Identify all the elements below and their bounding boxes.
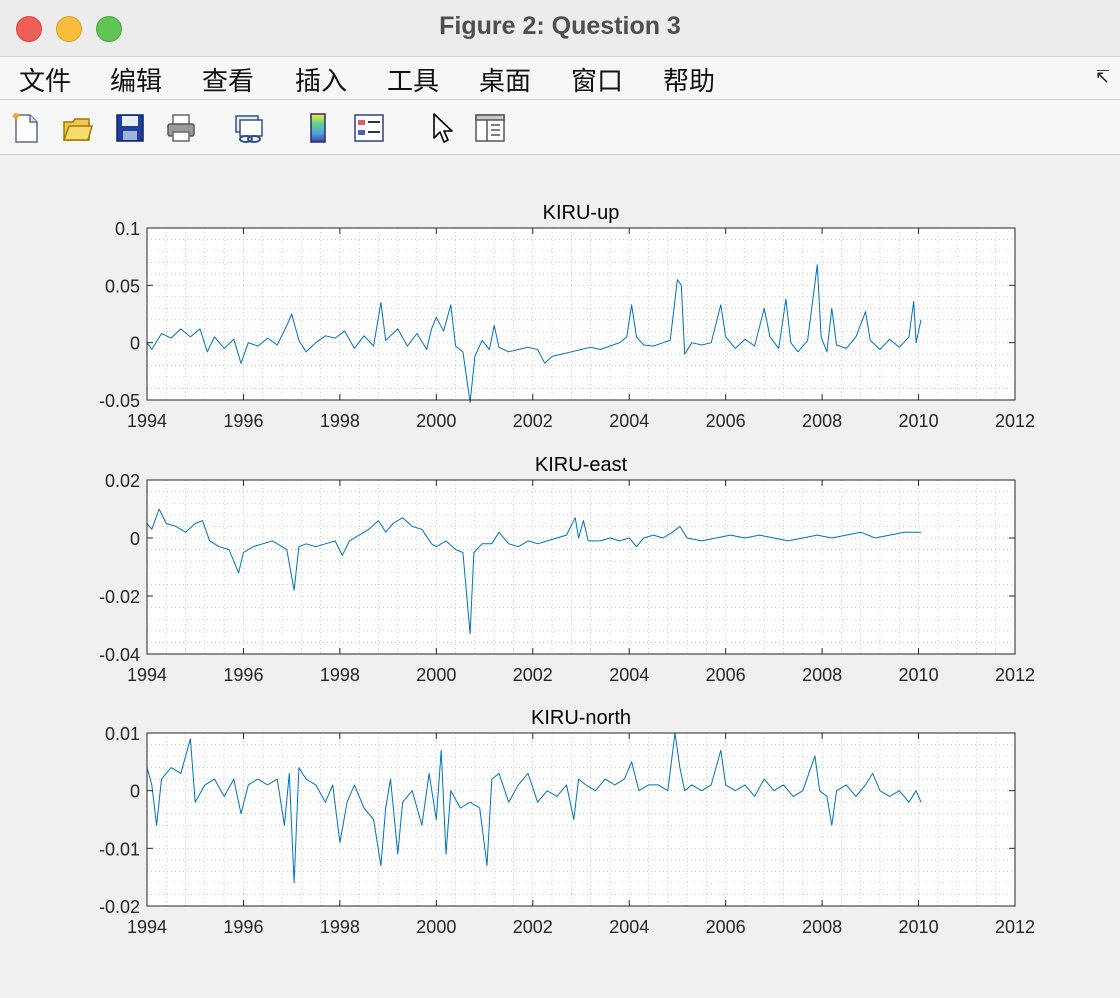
- save-icon[interactable]: [114, 112, 146, 144]
- minimize-window-button[interactable]: [56, 16, 82, 42]
- y-tick-label: -0.04: [99, 645, 140, 665]
- menu-view[interactable]: 查看: [202, 67, 255, 97]
- menu-file[interactable]: 文件: [19, 67, 72, 97]
- axes-title: KIRU-up: [543, 202, 620, 224]
- dock-arrow-icon[interactable]: ↸: [1094, 67, 1110, 87]
- x-tick-label: 1998: [320, 917, 360, 937]
- x-tick-label: 2008: [802, 411, 842, 431]
- x-tick-label: 2004: [609, 411, 649, 431]
- x-tick-label: 2006: [706, 917, 746, 937]
- axes-box: [146, 227, 1016, 401]
- axes-background: [147, 228, 1015, 400]
- link-plot-icon[interactable]: [232, 112, 264, 144]
- x-tick-label: 2006: [706, 665, 746, 685]
- x-tick-label: 2008: [802, 665, 842, 685]
- x-tick-label: 2010: [899, 411, 939, 431]
- x-tick-label: 2012: [995, 411, 1035, 431]
- x-tick-label: 2002: [513, 411, 553, 431]
- x-tick-label: 2012: [995, 665, 1035, 685]
- print-icon[interactable]: [165, 112, 197, 144]
- menu-insert[interactable]: 插入: [295, 67, 348, 97]
- x-tick-label: 2008: [802, 917, 842, 937]
- legend-icon[interactable]: [353, 112, 385, 144]
- menu-bar: 文件 编辑 查看 插入 工具 桌面 窗口 帮助 ↸: [0, 57, 1120, 100]
- axes-3[interactable]: 1994 1996 1998 2000 2002 2004 2006 2008 2010 2012…: [99, 707, 1035, 937]
- axes-title: KIRU-east: [535, 454, 628, 476]
- y-tick-label: 0.05: [105, 276, 140, 296]
- x-tick-label: 2004: [609, 917, 649, 937]
- x-tick-label: 1996: [223, 411, 263, 431]
- close-window-button[interactable]: [16, 16, 42, 42]
- x-tick-label: 2002: [513, 917, 553, 937]
- menu-window[interactable]: 窗口: [571, 67, 624, 97]
- x-tick-label: 1994: [127, 411, 167, 431]
- x-tick-label: 1998: [320, 411, 360, 431]
- y-tick-label: -0.02: [99, 897, 140, 917]
- x-tick-label: 2010: [899, 917, 939, 937]
- y-tick-label: 0.01: [105, 724, 140, 744]
- y-tick-label: 0.1: [115, 219, 140, 239]
- axes-1[interactable]: 1994 1996 1998 2000 2002 2004 2006 2008 2010 2012…: [99, 202, 1035, 431]
- y-tick-label: -0.01: [99, 839, 140, 859]
- minor-grid: [147, 733, 1015, 906]
- y-tick-label: -0.05: [99, 391, 140, 411]
- axes-background: [147, 480, 1015, 654]
- axes-box: [146, 479, 1016, 655]
- data-series-line: [146, 508, 921, 635]
- pointer-icon[interactable]: [426, 112, 458, 144]
- window-title: Figure 2: Question 3: [439, 12, 681, 40]
- property-inspector-icon[interactable]: [474, 112, 506, 144]
- axes-title: KIRU-north: [531, 707, 631, 729]
- x-tick-label: 2000: [416, 665, 456, 685]
- y-tick-label: -0.02: [99, 587, 140, 607]
- axes-background: [147, 733, 1015, 906]
- axes-box: [146, 732, 1016, 907]
- x-tick-label: 1994: [127, 917, 167, 937]
- minor-grid: [147, 480, 1015, 654]
- window-titlebar: Figure 2: Question 3: [0, 0, 1120, 57]
- y-tick-label: 0: [130, 529, 140, 549]
- figure-toolbar: [0, 100, 1120, 155]
- data-series-line: [146, 732, 922, 884]
- new-figure-icon[interactable]: [10, 112, 42, 144]
- menu-desktop[interactable]: 桌面: [479, 67, 532, 97]
- menu-edit[interactable]: 编辑: [110, 67, 163, 97]
- x-tick-label: 2010: [899, 665, 939, 685]
- menu-help[interactable]: 帮助: [663, 67, 716, 97]
- y-tick-label: 0: [130, 782, 140, 802]
- x-tick-label: 2000: [416, 917, 456, 937]
- x-tick-label: 1998: [320, 665, 360, 685]
- x-tick-label: 1994: [127, 665, 167, 685]
- maximize-window-button[interactable]: [96, 16, 122, 42]
- x-tick-label: 1996: [223, 665, 263, 685]
- menu-tools[interactable]: 工具: [387, 67, 440, 97]
- axes-2[interactable]: 1994 1996 1998 2000 2002 2004 2006 2008 2010 2012…: [99, 454, 1035, 685]
- x-tick-label: 2006: [706, 411, 746, 431]
- minor-grid: [147, 228, 1015, 400]
- x-tick-label: 2000: [416, 411, 456, 431]
- colorbar-icon[interactable]: [302, 112, 334, 144]
- data-series-line: [146, 264, 922, 403]
- open-file-icon[interactable]: [61, 112, 93, 144]
- figure-canvas: 1994 1996 1998 2000 2002 2004 2006 2008 2010 2012…: [99, 202, 1035, 937]
- x-tick-label: 2012: [995, 917, 1035, 937]
- y-tick-label: 0.02: [105, 471, 140, 491]
- x-tick-label: 2002: [513, 665, 553, 685]
- x-tick-label: 1996: [223, 917, 263, 937]
- y-tick-label: 0: [130, 334, 140, 354]
- x-tick-label: 2004: [609, 665, 649, 685]
